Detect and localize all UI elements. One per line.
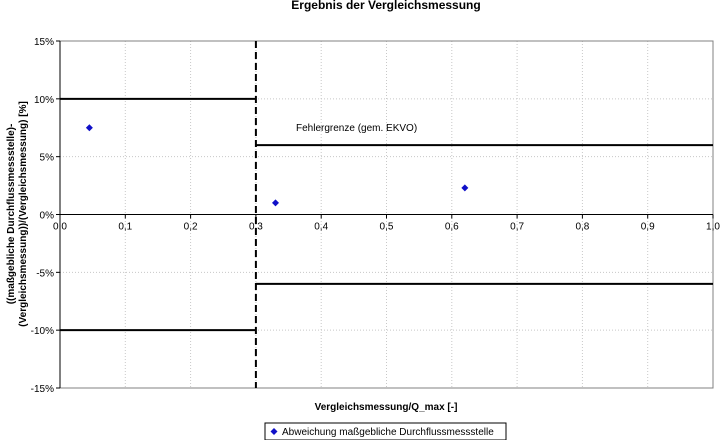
y-tick-label: -15% [31,384,54,395]
x-axis: 0,0 0,1 0,2 0,3 0,4 0,5 0,6 0,7 0,8 0,9 1,0 [53,214,720,233]
legend-label: Abweichung maßgebliche Durchflussmessste… [282,427,494,438]
chart-title: Ergebnis der Vergleichsmessung [291,0,480,12]
data-point-diamond [271,199,279,207]
x-axis-label: Vergleichsmessung/Q_max [-] [315,402,458,413]
legend: Abweichung maßgebliche Durchflussmessste… [264,422,507,440]
x-tick-label: 0,8 [575,222,589,233]
x-tick-label: 0,6 [445,222,459,233]
y-axis-label-line-1: ((maßgebliche Durchflussmessstelle)- [6,124,17,305]
y-tick-label: -5% [36,268,54,279]
y-tick-label: 15% [34,37,54,48]
legend-box [264,422,507,440]
x-tick-label: 0,7 [510,222,524,233]
legend-diamond-icon [270,428,278,435]
x-tick-label: 0,5 [380,222,394,233]
y-tick-label: 10% [34,95,54,106]
data-points [85,124,469,207]
error-limits [60,41,713,388]
y-tick-label: 5% [40,153,55,164]
data-point-diamond [85,124,93,132]
error-limit-annotation: Fehlergrenze (gem. EKVO) [296,123,417,134]
y-tick-label: 0% [40,211,55,222]
y-axis: 15% 10% 5% 0% -5% -10% -15% [31,37,61,395]
y-axis-label: ((maßgebliche Durchflussmessstelle)- (Ve… [6,101,29,327]
y-tick-label: -10% [31,326,54,337]
x-tick-label: 0,4 [314,222,328,233]
x-tick-label: 0,3 [249,222,263,233]
x-tick-label: 0,1 [118,222,132,233]
y-axis-label-line-2: (Vergleichsmessung))/(Vergleichsmessung)… [18,101,29,327]
x-tick-label: 0,9 [641,222,655,233]
x-tick-label: 1,0 [706,222,720,233]
data-point-diamond [461,184,469,192]
x-tick-label: 0,2 [184,222,198,233]
